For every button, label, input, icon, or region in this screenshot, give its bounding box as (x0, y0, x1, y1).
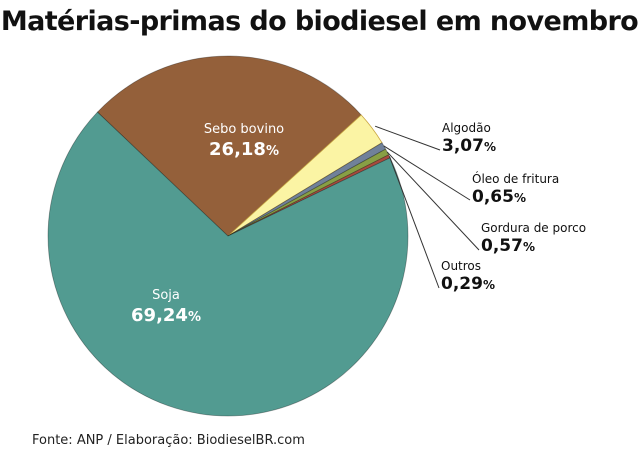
slice-label-algodao: Algodão (442, 121, 491, 135)
slice-value-outros: 0,29% (441, 274, 495, 294)
leader-line-algodao (374, 125, 441, 151)
pie-slice-oleo-de-fritura (227, 142, 387, 237)
slice-label-gordura-de-porco: Gordura de porco (481, 221, 586, 235)
slice-label-oleo-de-fritura: Óleo de fritura (472, 171, 559, 186)
leader-line-outros (388, 156, 440, 289)
pie-slice-sebo-bovino (96, 55, 362, 237)
slice-label-soja: Soja (152, 288, 180, 303)
slice-value-algodao: 3,07% (442, 136, 496, 156)
slice-value-soja: 69,24% (131, 305, 201, 326)
leader-line-oleo-de-fritura (383, 145, 471, 201)
chart-title: Matérias-primas do biodiesel em novembro (0, 6, 639, 37)
pie-slice-algodao (227, 114, 383, 237)
pie-slice-soja (47, 111, 409, 417)
slice-value-gordura-de-porco: 0,57% (481, 236, 535, 256)
slice-label-sebo-bovino: Sebo bovino (204, 122, 284, 137)
leader-line-gordura-de-porco (386, 151, 480, 251)
pie-slices (47, 55, 409, 417)
slice-value-oleo-de-fritura: 0,65% (472, 187, 526, 207)
pie-slice-gordura-de-porco (227, 148, 390, 237)
slice-value-sebo-bovino: 26,18% (209, 139, 279, 160)
source-note: Fonte: ANP / Elaboração: BiodieselBR.com (32, 433, 305, 448)
slice-label-outros: Outros (441, 259, 481, 273)
